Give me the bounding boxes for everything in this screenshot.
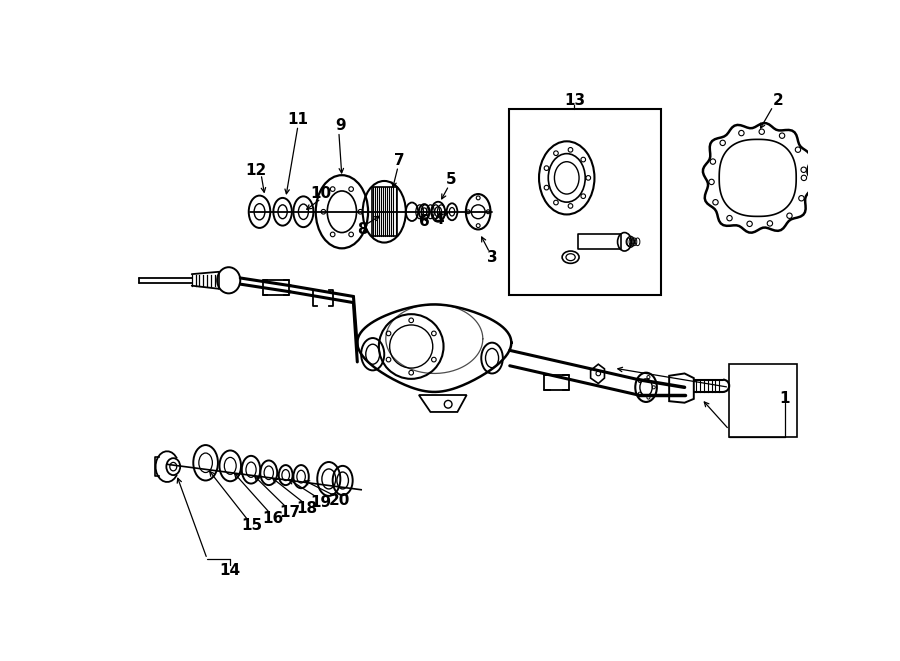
Text: 18: 18 (297, 501, 318, 516)
Bar (509, 108, 662, 295)
Text: 15: 15 (241, 518, 263, 533)
Text: 12: 12 (245, 163, 266, 178)
Text: 13: 13 (564, 93, 585, 108)
Text: 10: 10 (310, 186, 332, 201)
Bar (579, 234, 621, 249)
Text: 3: 3 (487, 251, 498, 266)
Text: 11: 11 (287, 112, 309, 127)
Text: 5: 5 (446, 172, 456, 187)
Text: 20: 20 (328, 493, 350, 508)
Text: 6: 6 (418, 214, 429, 229)
Text: 1: 1 (779, 391, 790, 407)
Bar (729, 364, 797, 438)
Text: 8: 8 (357, 222, 368, 237)
Text: 17: 17 (280, 505, 301, 520)
Text: 7: 7 (394, 153, 405, 168)
Text: 19: 19 (310, 495, 332, 510)
Text: 4: 4 (433, 212, 444, 227)
Text: 9: 9 (335, 118, 346, 133)
Text: 14: 14 (220, 563, 241, 578)
Bar (372, 187, 397, 237)
Text: 16: 16 (262, 511, 284, 525)
Text: 2: 2 (773, 93, 784, 108)
